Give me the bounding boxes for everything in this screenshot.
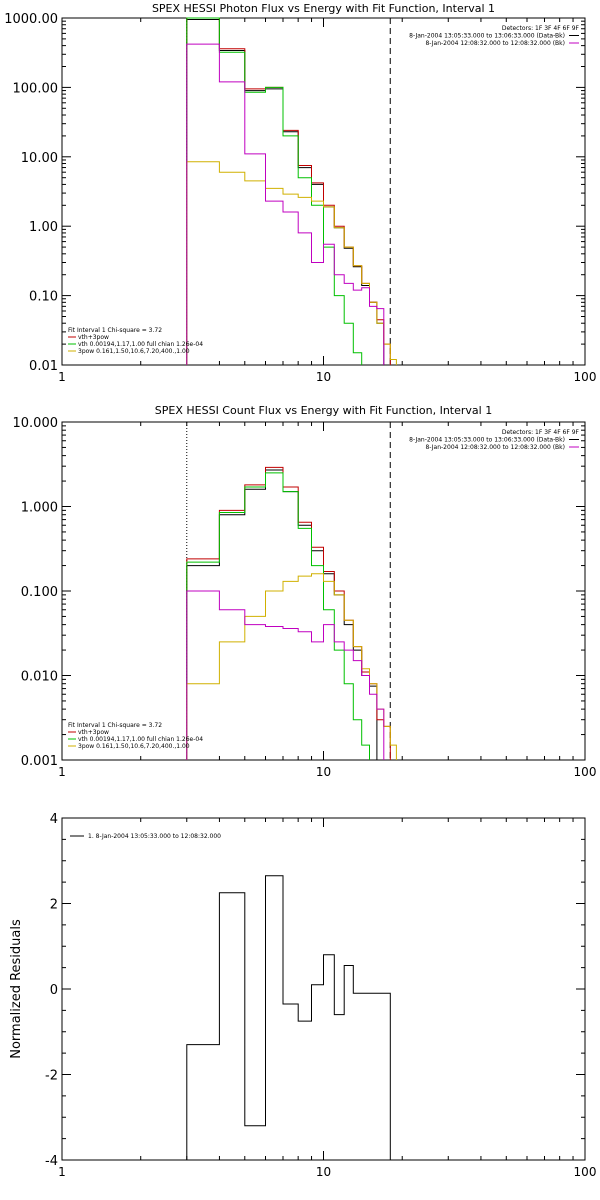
y-axis-label: Normalized Residuals [9, 919, 24, 1059]
y-tick-label: 0.100 [21, 585, 58, 600]
legend-top-line: Detectors: 1F 3F 4F 6F 9F [502, 25, 580, 32]
x-tick-label: 10 [316, 765, 331, 779]
legend-bottom-line: 3pow 0.161,1.50,10.6,7.20,400.,1.00 [78, 348, 190, 355]
x-tick-label: 1 [58, 370, 66, 384]
chart-panel-2: SPEX HESSI Count Flux vs Energy with Fit… [13, 404, 597, 779]
y-tick-label: 100.00 [13, 81, 59, 96]
chart-panel-3: 1 10 100 4 2 0 -2 -4 Normalized Residuals 1. 8-Ja… [9, 812, 596, 1179]
y-tick-label: 10.00 [21, 151, 58, 166]
series-line-1 [186, 19, 385, 365]
y-tick-label: 0.01 [29, 359, 58, 374]
series-line-3 [186, 17, 363, 365]
y-tick-label: 0.010 [21, 670, 58, 685]
legend-bottom-line: vth+3pow [78, 334, 109, 341]
legend-top-line: 8-Jan-2004 12:08:32.000 to 12:08:32.000 … [425, 40, 565, 47]
legend-top-line: 8-Jan-2004 13:05:33.000 to 13:06:33.000 … [409, 33, 565, 40]
y-tick-label: -2 [45, 1069, 58, 1084]
y-tick-label: -4 [45, 1154, 58, 1169]
series-line-1 [186, 875, 391, 1160]
y-tick-label: 4 [50, 812, 58, 827]
chart-panel-1: SPEX HESSI Photon Flux vs Energy with Fi… [4, 2, 596, 384]
legend-bottom-line: Fit Interval 1 Chi-square = 3.72 [68, 327, 162, 334]
y-tick-label: 1.00 [29, 220, 58, 235]
plot-frame [61, 817, 586, 1161]
legend-bottom-line: Fit Interval 1 Chi-square = 3.72 [68, 722, 162, 729]
series-line-2 [186, 17, 391, 365]
y-tick-label: 0 [50, 983, 58, 998]
x-tick-label: 1 [58, 765, 66, 779]
legend-bottom-line: vth 0.00194,1.17,1.00 full chian 1.26e-0… [78, 736, 203, 743]
series-line-4 [186, 161, 397, 365]
x-tick-label: 10 [316, 370, 331, 384]
chart-title: SPEX HESSI Count Flux vs Energy with Fit… [155, 404, 492, 417]
legend-top-line: 1. 8-Jan-2004 13:05:33.000 to 12:08:32.0… [88, 833, 221, 840]
series-line-3 [186, 472, 370, 760]
legend-bottom-line: 3pow 0.161,1.50,10.6,7.20,400.,1.00 [78, 743, 190, 750]
legend-bottom-line: vth+3pow [78, 729, 109, 736]
legend-top-line: 8-Jan-2004 12:08:32.000 to 12:08:32.000 … [425, 444, 565, 451]
y-tick-label: 1000.00 [4, 12, 58, 27]
y-tick-label: 1.000 [21, 501, 58, 516]
x-tick-label: 100 [574, 1165, 597, 1179]
x-tick-label: 100 [574, 765, 597, 779]
x-tick-label: 10 [316, 1165, 331, 1179]
x-tick-label: 100 [574, 370, 597, 384]
y-tick-label: 0.001 [21, 754, 58, 769]
x-tick-label: 1 [58, 1165, 66, 1179]
series-line-4 [186, 573, 397, 760]
series-line-2 [186, 466, 391, 760]
series-line-5 [186, 43, 385, 365]
y-tick-label: 0.10 [29, 290, 58, 305]
series-line-1 [186, 469, 378, 760]
series-line-5 [186, 590, 385, 760]
legend-top-line: Detectors: 1F 3F 4F 6F 9F [502, 429, 580, 436]
legend-top-line: 8-Jan-2004 13:05:33.000 to 13:06:33.000 … [409, 437, 565, 444]
chart-title: SPEX HESSI Photon Flux vs Energy with Fi… [152, 2, 495, 15]
legend-bottom-line: vth 0.00194,1.17,1.00 full chian 1.26e-0… [78, 341, 203, 348]
y-tick-label: 2 [50, 898, 58, 913]
y-tick-label: 10.000 [13, 416, 59, 431]
